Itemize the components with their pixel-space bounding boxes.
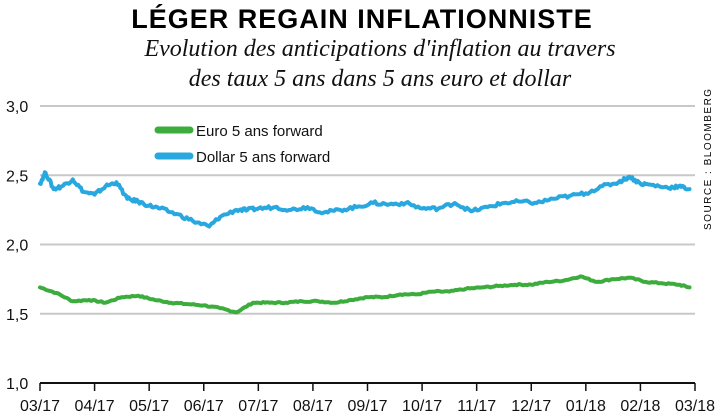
x-tick-label: 06/17 [184,398,224,415]
x-tick-label: 08/17 [293,398,333,415]
x-tick-label: 09/17 [347,398,387,415]
chart-subtitle-line-2: des taux 5 ans dans 5 ans euro et dollar [188,66,572,92]
series-line-dollar [38,170,692,229]
x-tick-label: 12/17 [511,398,551,415]
legend-label: Dollar 5 ans forward [196,149,330,166]
legend: Euro 5 ans forward Dollar 5 ans forward [154,123,330,166]
x-tick-label: 03/18 [675,398,715,415]
x-tick-label: 11/17 [457,398,496,415]
chart-subtitle-line-1: Evolution des anticipations d'inflation … [144,36,616,62]
chart-title: LÉGER REGAIN INFLATIONNISTE [131,4,593,34]
x-axis-ticks: 03/17 04/17 05/17 06/17 07/17 08/17 09/17 10/17… [20,382,715,415]
x-tick-label: 04/17 [75,398,115,415]
x-tick-label: 02/18 [620,398,660,415]
series-line-euro [38,274,692,315]
grid-lines [40,105,695,315]
y-tick-label: 1,5 [6,307,28,324]
x-tick-label: 01/18 [566,398,606,415]
y-tick-label: 3,0 [6,99,28,116]
x-tick-label: 05/17 [129,398,169,415]
x-tick-label: 10/17 [402,398,442,415]
x-tick-label: 07/17 [238,398,278,415]
legend-label: Euro 5 ans forward [196,123,323,140]
series-lines [38,170,692,315]
y-tick-label: 1,0 [6,376,28,393]
x-tick-label: 03/17 [20,398,60,415]
y-axis-ticks: 1,0 1,5 2,0 2,5 3,0 [6,99,28,393]
y-tick-label: 2,0 [6,238,28,255]
y-tick-label: 2,5 [6,168,28,185]
